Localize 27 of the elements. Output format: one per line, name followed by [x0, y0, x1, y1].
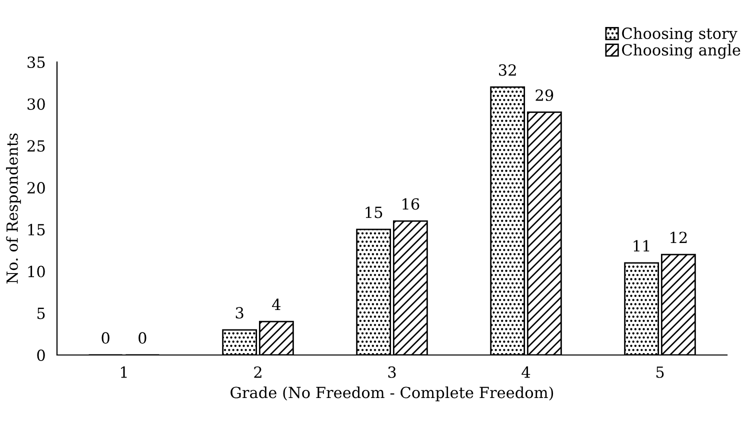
legend-label: Choosing angle [622, 44, 740, 59]
y-tick-label: 15 [28, 224, 45, 236]
legend-label: Choosing story [622, 27, 738, 42]
y-tick-label: 30 [28, 98, 45, 110]
y-tick-label: 5 [37, 308, 45, 320]
y-axis-title: No. of Respondents [6, 134, 21, 284]
data-label: 29 [536, 89, 554, 101]
x-tick-label: 2 [254, 366, 262, 378]
y-tick-label: 10 [28, 266, 45, 278]
data-label: 12 [670, 232, 687, 244]
x-tick-label: 3 [388, 366, 396, 378]
x-tick-label: 4 [522, 366, 530, 378]
data-label: 15 [366, 206, 382, 218]
data-label: 32 [499, 64, 516, 76]
data-label: 0 [138, 332, 146, 344]
y-tick-label: 20 [27, 182, 45, 194]
data-label: 11 [634, 240, 650, 252]
x-tick-label: 5 [656, 366, 664, 378]
data-label: 3 [236, 307, 244, 319]
y-tick-label: 25 [27, 140, 45, 152]
data-label: 16 [402, 198, 420, 210]
x-axis-title: Grade (No Freedom - Complete Freedom) [230, 386, 554, 402]
x-tick-label: 1 [121, 366, 127, 378]
y-tick-label: 35 [28, 56, 45, 68]
y-tick-label: 0 [37, 349, 45, 362]
data-label: 4 [272, 298, 281, 310]
data-label: 0 [102, 332, 110, 344]
